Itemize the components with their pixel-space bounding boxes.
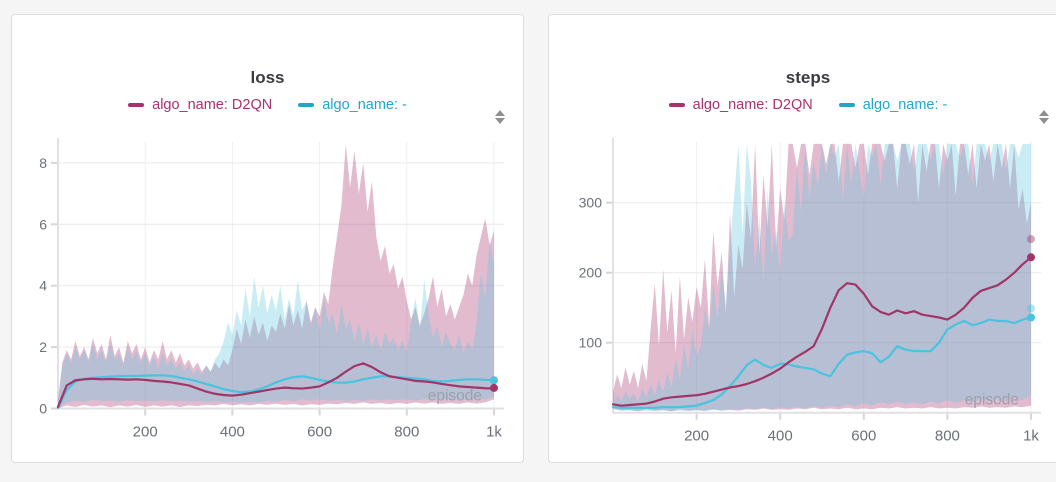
legend-swatch-icon [128,103,145,107]
mean-line [611,316,1033,409]
x-tick-label: 600 [307,424,332,441]
x-tick-label: 800 [935,428,960,445]
mean-line [611,256,1033,407]
legend-swatch-icon [838,103,855,107]
legend-label: algo_name: D2QN [152,97,273,113]
legend-label: algo_name: - [322,97,407,113]
x-tick-label: 200 [133,424,158,441]
sort-handle-icon[interactable] [1037,108,1051,126]
end-point-dot [1027,313,1035,322]
mean-line [56,374,496,409]
legend: algo_name: D2QN algo_name: - [12,94,523,116]
loss-chart-canvas[interactable]: 200 400 600 800 1k 0 2 4 6 8 episode [25,136,509,446]
legend-item-d2qn[interactable]: algo_name: D2QN [128,96,272,114]
triangle-down-icon [1039,118,1049,124]
y-tick-label: 6 [39,216,47,232]
triangle-up-icon [1039,110,1049,116]
end-point-dot [1027,304,1035,313]
x-tick-label: 600 [851,428,876,445]
y-tick-label: 0 [39,401,47,417]
x-axis-label: episode [965,392,1019,409]
minmax-band [58,144,494,409]
minmax-band [613,143,1031,412]
legend-swatch-icon [298,103,315,107]
legend-item-dash[interactable]: algo_name: - [838,96,948,114]
x-tick-label: 400 [220,424,245,441]
end-point-dot [490,376,498,385]
x-tick-label: 1k [486,424,502,441]
triangle-down-icon [495,118,505,124]
end-point-dot [1027,253,1035,262]
y-tick-label: 8 [39,155,47,171]
triangle-up-icon [495,110,505,116]
y-tick-label: 300 [579,195,603,211]
panel-steps: steps algo_name: D2QN algo_name: - 200 40… [548,14,1056,463]
grid: 200 400 600 800 1k 0 2 4 6 8 [39,138,504,441]
y-tick-label: 2 [39,339,47,355]
mean-line [56,362,496,409]
x-axis-label: episode [428,388,482,405]
minmax-band [613,143,1031,412]
legend: algo_name: D2QN algo_name: - [549,94,1056,116]
panel-title: steps [785,68,831,87]
y-tick-label: 200 [579,265,603,281]
y-tick-label: 100 [579,335,603,351]
legend-item-d2qn[interactable]: algo_name: D2QN [668,96,813,114]
minmax-band [58,239,494,409]
sort-handle-icon[interactable] [493,108,507,126]
legend-item-dash[interactable]: algo_name: - [298,96,407,114]
legend-label: algo_name: - [862,97,948,113]
x-tick-label: 1k [1023,428,1039,445]
end-point-dot [490,383,498,392]
legend-label: algo_name: D2QN [692,97,813,113]
x-tick-label: 200 [684,428,709,445]
end-point-dot [1027,235,1035,244]
x-tick-label: 400 [768,428,793,445]
x-tick-label: 800 [394,424,419,441]
steps-chart-canvas[interactable]: 200 400 600 800 1k 100 200 300 episode [557,136,1049,446]
panel-loss: loss algo_name: D2QN algo_name: - 200 400… [11,14,524,463]
legend-swatch-icon [668,103,685,107]
y-tick-label: 4 [39,278,47,294]
panel-title: loss [250,68,285,87]
